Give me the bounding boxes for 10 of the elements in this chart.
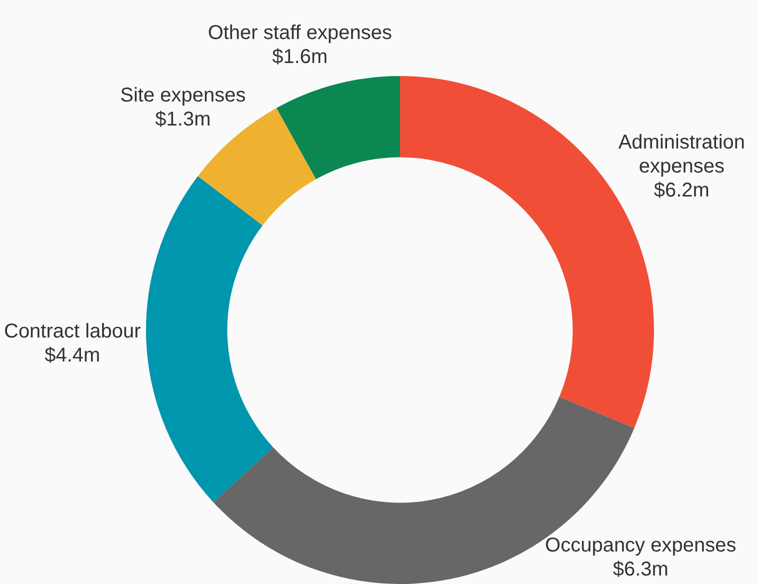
slice-label: Occupancy expenses [545, 534, 736, 557]
data-label: $6.2m [654, 180, 710, 202]
slice-label: Other staff expenses [208, 22, 392, 44]
data-label: $1.6m [272, 46, 328, 68]
slice-label: Administration expenses [618, 132, 746, 178]
slice-label: Contract labour [4, 320, 142, 343]
data-label: $1.3m [155, 108, 211, 130]
data-label: $6.3m [612, 558, 668, 581]
data-label: $4.4m [44, 344, 100, 367]
slice-label: Site expenses [120, 84, 246, 106]
